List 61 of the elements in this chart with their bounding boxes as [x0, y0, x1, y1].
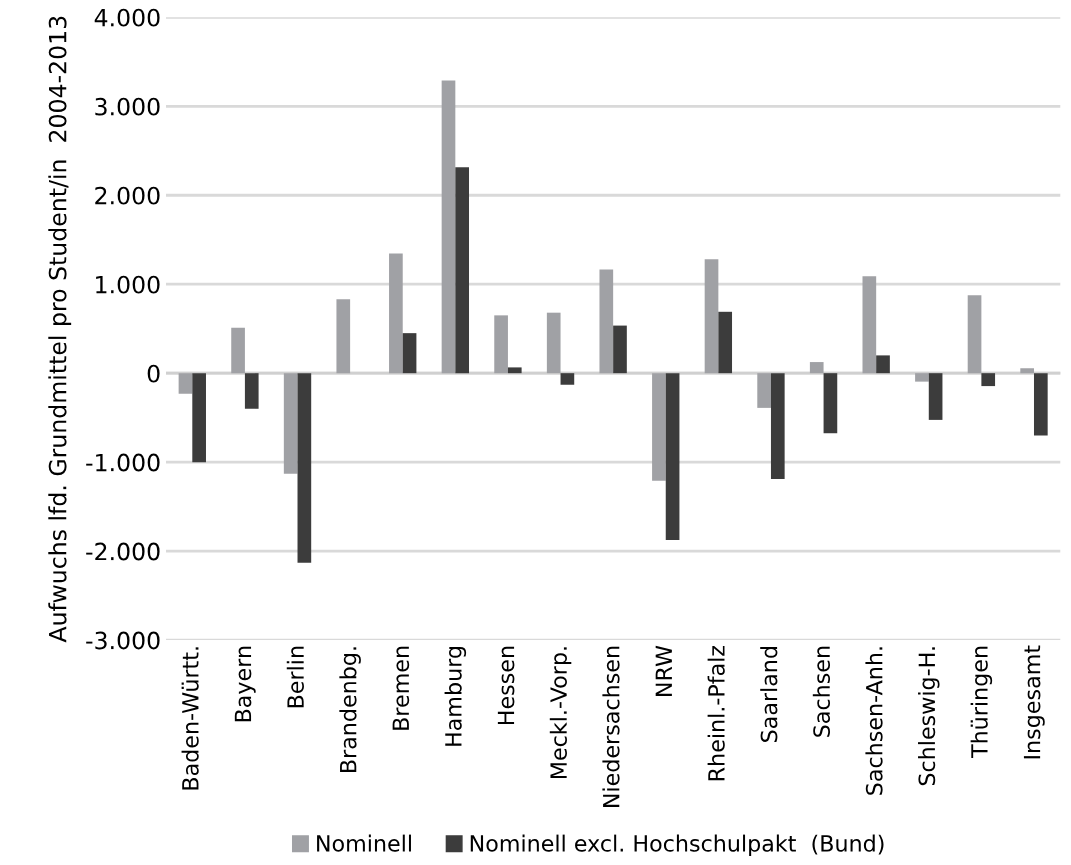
y-tick-label: 3.000: [95, 97, 160, 116]
bar: [809, 362, 824, 374]
y-tick-label: 1.000: [96, 275, 160, 294]
bar: [389, 253, 403, 374]
legend-label: Nominell excl. Hochschulpakt (Bund): [470, 834, 884, 857]
bar: [652, 373, 666, 481]
x-tick-label: Hamburg: [444, 646, 467, 746]
y-tick-label: 4.000: [94, 8, 160, 27]
bar: [336, 299, 351, 374]
bar: [928, 373, 943, 420]
x-tick-label: Bayern: [234, 646, 256, 722]
bar: [757, 373, 771, 408]
bar: [283, 373, 298, 474]
bar: [718, 311, 733, 374]
y-tick-label: -2.000: [86, 542, 160, 561]
bar: [599, 269, 614, 374]
y-tick-label: -3.000: [86, 631, 160, 650]
bar: [862, 276, 877, 374]
y-axis-title: Aufwuchs lfd. Grundmittel pro Student/in 2004-2013: [48, 16, 72, 643]
bar: [981, 373, 996, 387]
bar: [665, 373, 680, 541]
bar: [823, 373, 838, 434]
bar: [192, 373, 206, 463]
bar: [613, 325, 627, 374]
bar: [494, 315, 508, 374]
x-tick-label: Berlin: [286, 646, 304, 708]
y-tick-label: -1.000: [86, 453, 160, 472]
bar: [967, 295, 982, 374]
bar: [704, 259, 719, 374]
x-tick-label: NRW: [655, 645, 672, 696]
bar: [546, 312, 561, 374]
bar: [770, 373, 785, 480]
bar: [402, 333, 417, 374]
x-tick-label: Bremen: [392, 646, 410, 730]
x-tick-label: Sachsen-Anh.: [865, 647, 883, 795]
x-tick-label: Rheinl.-Pfalz: [707, 645, 725, 781]
y-tick-label: 0: [147, 364, 160, 383]
bar: [876, 355, 890, 374]
y-tick-label: 2.000: [95, 186, 160, 205]
bar: [1020, 368, 1034, 374]
bar: [178, 373, 193, 394]
x-tick-label: Saarland: [760, 646, 778, 742]
x-tick-label: Schleswig-H.: [918, 647, 940, 786]
bar: [915, 373, 929, 382]
bar: [441, 80, 456, 374]
bar: [507, 367, 522, 374]
bar: [1033, 373, 1048, 436]
bar: [560, 373, 575, 385]
bar: [244, 373, 259, 409]
x-tick-label: Brandenbg.: [339, 647, 361, 773]
x-tick-label: Insgesamt: [1023, 645, 1045, 759]
x-tick-label: Baden-Württ.: [181, 647, 199, 790]
x-tick-label: Sachsen: [812, 646, 831, 737]
legend-label: Nominell: [317, 834, 411, 852]
x-tick-label: Niedersachsen: [602, 646, 620, 807]
x-tick-label: Hessen: [497, 646, 515, 725]
bar: [231, 327, 245, 374]
x-tick-label: Thüringen: [970, 646, 993, 759]
bar: [455, 167, 470, 374]
bar: [297, 373, 312, 563]
x-tick-label: Meckl.-Vorp.: [549, 647, 572, 779]
